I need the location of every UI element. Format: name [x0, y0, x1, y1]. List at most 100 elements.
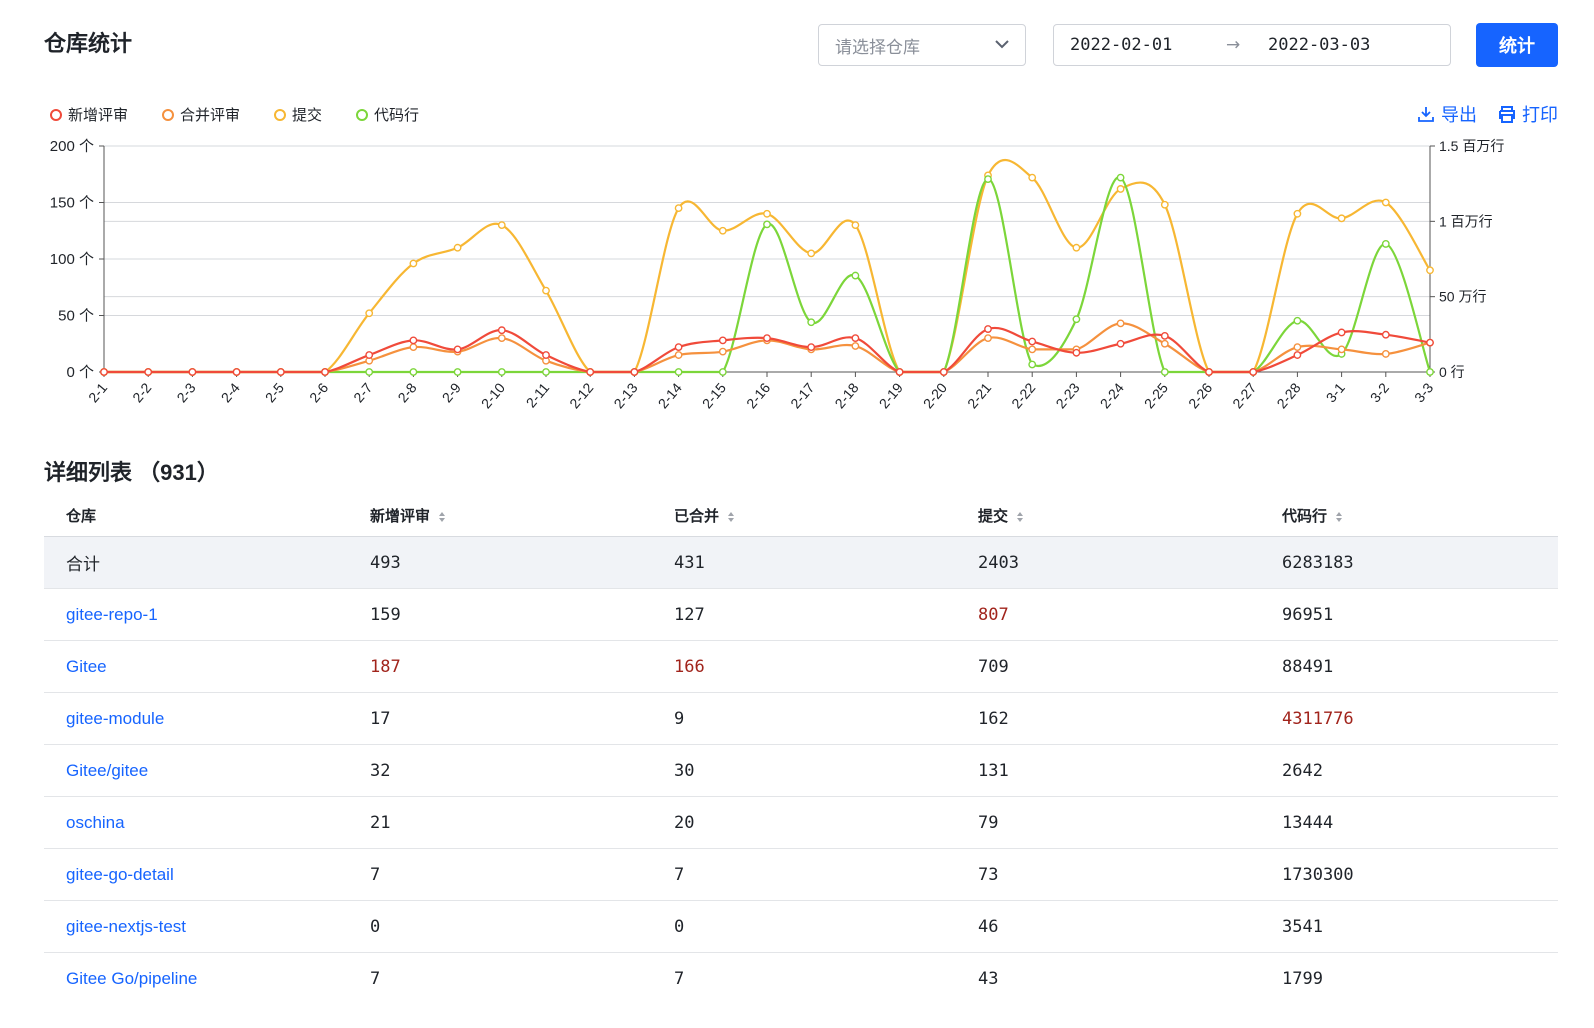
data-point [188, 368, 197, 376]
x-tick-label: 2-28 [1273, 379, 1303, 411]
date-end[interactable]: 2022-03-03 [1268, 35, 1371, 55]
table-header-cell[interactable]: 已合并 [652, 505, 956, 526]
data-point [939, 368, 948, 376]
data-point [365, 351, 374, 359]
date-range-picker[interactable]: 2022-02-01 → 2022-03-03 [1053, 24, 1451, 66]
data-point [409, 336, 418, 345]
x-tick-label: 2-25 [1141, 379, 1171, 411]
legend-item[interactable]: 合并评审 [162, 104, 240, 125]
table-cell: 79 [978, 812, 999, 833]
x-tick-label: 2-2 [129, 379, 154, 405]
sort-icon[interactable] [727, 511, 735, 523]
table-row: Gitee 187 166 709 88491 [44, 640, 1558, 692]
stat-button[interactable]: 统计 [1476, 23, 1558, 67]
repo-link[interactable]: gitee-module [66, 708, 165, 728]
repo-link[interactable]: oschina [66, 812, 125, 832]
table-cell: 159 [370, 604, 401, 625]
y-right-tick-label: 1.5 百万行 [1439, 138, 1504, 154]
date-start[interactable]: 2022-02-01 [1070, 35, 1173, 55]
data-point [1160, 368, 1169, 376]
download-icon [1418, 107, 1434, 122]
total-value: 493 [370, 552, 401, 573]
table-cell: 9 [674, 708, 685, 729]
table-row: gitee-repo-1 159 127 807 96951 [44, 588, 1558, 640]
data-point [1028, 345, 1037, 354]
legend-label: 合并评审 [180, 107, 241, 124]
data-point [232, 368, 241, 376]
x-tick-label: 2-13 [610, 379, 640, 411]
y-left-tick-label: 0 个 [66, 364, 94, 381]
data-point [630, 368, 639, 376]
y-left-tick-label: 150 个 [50, 195, 94, 212]
print-button[interactable]: 打印 [1497, 101, 1558, 127]
data-point [674, 343, 683, 352]
table-cell: 43 [978, 968, 999, 989]
data-point [542, 351, 550, 359]
data-point [763, 220, 771, 229]
total-value: 431 [674, 552, 705, 573]
x-tick-label: 2-16 [743, 379, 773, 411]
data-point [1426, 368, 1434, 376]
y-right-tick-label: 0 行 [1439, 364, 1465, 380]
repo-link[interactable]: Gitee/gitee [66, 760, 149, 780]
x-tick-label: 2-6 [306, 379, 331, 405]
data-point [1426, 338, 1434, 347]
x-tick-label: 2-21 [964, 379, 994, 411]
table-cell: 187 [370, 656, 401, 677]
table-cell: 1799 [1282, 968, 1323, 989]
data-point [1426, 266, 1434, 275]
y-right-tick-label: 50 万行 [1439, 289, 1486, 305]
table-cell: 7 [674, 968, 685, 989]
table-header-cell[interactable]: 提交 [956, 505, 1260, 526]
data-point [321, 368, 329, 376]
table-cell: 3541 [1282, 916, 1323, 937]
table-cell: 0 [370, 916, 381, 937]
data-point [1116, 319, 1125, 328]
sort-icon[interactable] [438, 511, 446, 523]
repo-link[interactable]: gitee-repo-1 [66, 604, 158, 624]
sort-icon[interactable] [1335, 511, 1343, 523]
data-point [1116, 339, 1125, 348]
data-point [807, 249, 816, 258]
x-tick-label: 2-24 [1097, 379, 1127, 411]
table-cell: 709 [978, 656, 1009, 677]
data-point [1072, 243, 1081, 252]
table-cell: 7 [674, 864, 685, 885]
data-point [718, 368, 727, 376]
x-tick-label: 2-4 [218, 379, 243, 405]
legend-label: 新增评审 [68, 107, 129, 124]
data-point [1072, 348, 1081, 357]
table-header-cell[interactable]: 代码行 [1260, 505, 1558, 526]
x-tick-label: 2-7 [350, 379, 375, 405]
table-header: 仓库 新增评审 已合并 提交 代码行 [44, 494, 1558, 536]
data-point [763, 209, 771, 218]
repo-select[interactable]: 请选择仓库 [818, 24, 1026, 66]
legend-item[interactable]: 代码行 [356, 104, 419, 125]
data-point [497, 221, 506, 230]
repo-link[interactable]: gitee-go-detail [66, 864, 174, 884]
x-tick-label: 2-19 [876, 379, 906, 411]
printer-icon [1499, 106, 1515, 123]
table-cell: 20 [674, 812, 695, 833]
y-right-tick-label: 1 百万行 [1439, 213, 1493, 229]
table-cell: 1730300 [1282, 864, 1354, 885]
repo-link[interactable]: Gitee Go/pipeline [66, 968, 198, 988]
x-tick-label: 2-18 [831, 379, 861, 411]
sort-icon[interactable] [1016, 511, 1024, 523]
x-tick-label: 2-26 [1185, 379, 1215, 411]
data-point [718, 336, 727, 345]
repo-link[interactable]: Gitee [66, 656, 107, 676]
data-point [1028, 360, 1037, 369]
export-button[interactable]: 导出 [1416, 101, 1477, 127]
x-tick-label: 3-3 [1411, 379, 1436, 405]
data-point [674, 368, 683, 376]
table-header-cell[interactable]: 新增评审 [348, 505, 652, 526]
legend-item[interactable]: 新增评审 [50, 104, 128, 125]
table-cell: 166 [674, 656, 705, 677]
legend-item[interactable]: 提交 [274, 104, 322, 125]
table-cell: 32 [370, 760, 391, 781]
repo-link[interactable]: gitee-nextjs-test [66, 916, 186, 936]
data-point [276, 368, 285, 376]
list-count: （931） [138, 460, 219, 485]
table-header-label: 代码行 [1282, 507, 1328, 525]
